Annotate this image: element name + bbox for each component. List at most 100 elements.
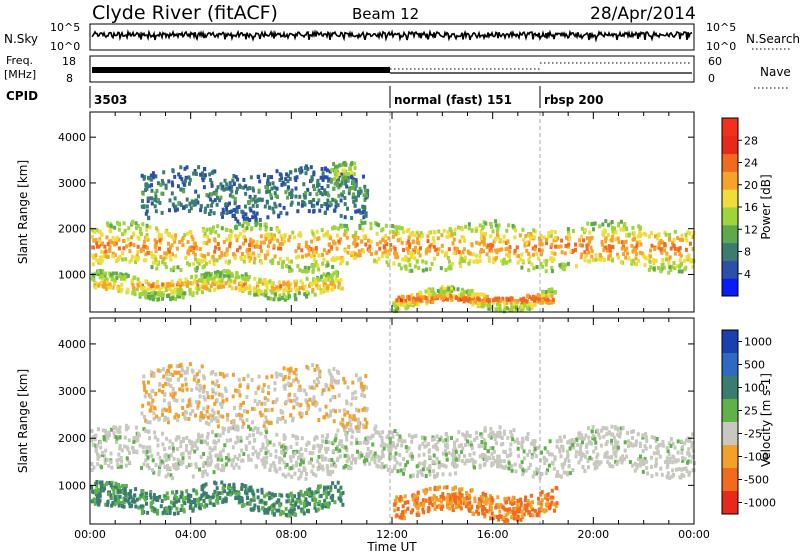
scatter-cell [568,446,572,451]
scatter-cell [567,440,571,444]
scatter-cell [316,507,320,512]
scatter-cell [432,244,436,249]
scatter-cell [288,176,292,181]
scatter-cell [154,191,158,196]
scatter-cell [457,297,461,302]
scatter-cell [156,228,160,233]
scatter-cell [575,438,579,442]
scatter-cell [118,222,121,227]
scatter-cell [235,271,239,276]
scatter-cell [326,184,330,189]
scatter-cell [560,250,564,255]
scatter-cell [518,233,522,238]
scatter-cell [583,454,587,459]
scatter-cell [451,241,455,246]
scatter-cell [225,456,228,460]
scatter-cell [117,237,121,242]
scatter-cell [295,460,299,465]
scatter-cell [173,493,177,498]
scatter-cell [599,460,603,465]
scatter-cell [294,194,298,199]
power-x-ticks [89,112,695,312]
power-colorbar-segment [722,135,738,155]
scatter-cell [216,281,220,286]
scatter-cell [602,434,606,439]
scatter-cell [206,252,210,257]
scatter-cell [221,210,225,215]
scatter-cell [308,501,311,506]
scatter-cell [300,203,304,208]
scatter-cell [369,450,373,455]
scatter-cell [318,208,322,213]
scatter-cell [292,454,295,459]
scatter-cell [123,444,127,449]
scatter-cell [220,279,224,283]
scatter-cell [395,460,399,465]
scatter-cell [337,177,340,182]
scatter-cell [320,167,324,171]
scatter-cell [151,468,154,473]
scatter-cell [249,198,253,203]
scatter-cell [264,451,268,456]
scatter-cell [295,436,299,441]
scatter-cell [382,446,386,451]
scatter-cell [118,444,122,448]
scatter-cell [213,249,217,254]
scatter-cell [468,453,472,457]
scatter-cell [244,276,248,281]
scatter-cell [234,275,238,280]
scatter-cell [193,500,197,505]
scatter-cell [593,437,597,442]
scatter-cell [271,181,275,186]
scatter-cell [406,247,410,252]
scatter-cell [268,279,272,284]
scatter-cell [141,283,144,288]
scatter-cell [489,446,493,451]
power-colorbar-segment [722,207,738,226]
scatter-cell [650,474,654,479]
scatter-cell [265,455,269,460]
scatter-cell [480,292,484,297]
scatter-cell [149,251,153,256]
scatter-cell [627,256,631,261]
scatter-cell [214,433,218,438]
scatter-cell [620,460,624,465]
scatter-cell [339,261,343,266]
scatter-cell [668,459,672,464]
scatter-cell [219,195,223,200]
scatter-cell [356,209,359,214]
scatter-cell [305,269,309,274]
scatter-cell [142,204,146,209]
scatter-cell [387,262,391,267]
scatter-cell [326,263,330,268]
scatter-cell [175,283,179,288]
scatter-cell [304,190,308,195]
scatter-cell [128,504,132,509]
scatter-cell [579,454,583,459]
scatter-cell [138,496,142,501]
scatter-cell [630,243,634,248]
scatter-cell [419,297,423,302]
scatter-cell [114,481,118,486]
scatter-cell [427,455,431,459]
scatter-cell [233,279,237,284]
scatter-cell [209,284,213,289]
scatter-cell [112,431,116,436]
scatter-cell [608,462,612,467]
scatter-cell [165,436,169,441]
scatter-cell [282,443,286,448]
scatter-cell [688,231,692,236]
scatter-cell [381,227,385,232]
scatter-cell [124,257,128,262]
scatter-cell [418,446,421,451]
scatter-cell [446,435,450,440]
scatter-cell [289,466,293,471]
scatter-cell [325,168,329,173]
scatter-cell [327,203,331,208]
scatter-cell [399,237,402,242]
scatter-cell [117,289,121,293]
scatter-cell [362,234,366,239]
scatter-cell [431,287,435,292]
scatter-cell [658,454,662,459]
scatter-cell [126,237,130,242]
